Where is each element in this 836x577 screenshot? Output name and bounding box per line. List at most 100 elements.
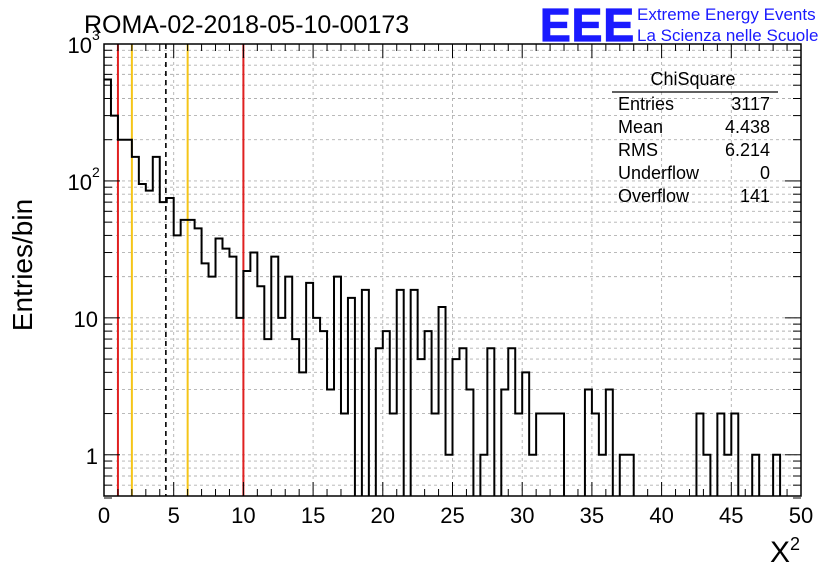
histogram-bin bbox=[181, 220, 188, 496]
y-axis-label: Entries/bin bbox=[7, 199, 38, 331]
stats-label-rms: RMS bbox=[618, 140, 658, 160]
histogram-bin bbox=[439, 307, 446, 496]
histogram-bin bbox=[432, 414, 439, 496]
histogram-series bbox=[104, 78, 782, 496]
histogram-bin bbox=[425, 331, 432, 496]
histogram-bin bbox=[376, 348, 383, 496]
stats-value-entries: 3117 bbox=[731, 94, 770, 114]
histogram-bin bbox=[320, 331, 327, 496]
histogram-bin bbox=[313, 318, 320, 496]
stats-value-underflow: 0 bbox=[760, 163, 770, 183]
histogram-bin bbox=[550, 414, 557, 496]
histogram-bin bbox=[362, 290, 369, 496]
x-tick-label: 25 bbox=[440, 503, 464, 528]
histogram-bin bbox=[696, 414, 703, 496]
eee-logo-line1: Extreme Energy Events bbox=[637, 5, 816, 24]
histogram-bin bbox=[383, 331, 390, 496]
histogram-bin bbox=[111, 116, 118, 496]
x-tick-label: 50 bbox=[789, 503, 813, 528]
histogram-bin bbox=[459, 348, 466, 496]
histogram-bin bbox=[703, 455, 710, 496]
histogram-bin bbox=[139, 184, 146, 496]
histogram-bin bbox=[411, 290, 418, 496]
x-tick-label: 40 bbox=[649, 503, 673, 528]
chart-title: ROMA-02-2018-05-10-00173 bbox=[84, 11, 409, 39]
eee-logo-mark: EEE bbox=[540, 0, 635, 51]
histogram-bin bbox=[271, 257, 278, 496]
histogram-bin bbox=[209, 277, 216, 496]
histogram-bin bbox=[167, 198, 174, 496]
histogram-bin bbox=[153, 157, 160, 496]
histogram-bin bbox=[236, 318, 243, 496]
histogram-bin bbox=[557, 414, 564, 496]
stats-value-overflow: 141 bbox=[740, 186, 770, 206]
histogram-bin bbox=[620, 455, 627, 496]
y-tick-label: 1 bbox=[86, 444, 98, 469]
stats-label-overflow: Overflow bbox=[618, 186, 690, 206]
x-tick-label: 0 bbox=[98, 503, 110, 528]
x-tick-label: 15 bbox=[301, 503, 325, 528]
histogram-bin bbox=[299, 372, 306, 496]
x-tick-label: 35 bbox=[580, 503, 604, 528]
histogram-bin bbox=[243, 271, 250, 496]
histogram-bin bbox=[592, 414, 599, 496]
histogram-bin bbox=[390, 414, 397, 496]
x-tick-label: 10 bbox=[231, 503, 255, 528]
reference-lines bbox=[116, 44, 245, 496]
histogram-bin bbox=[257, 286, 264, 496]
histogram-bin bbox=[222, 249, 229, 496]
y-tick-label-exponent: 2 bbox=[92, 164, 100, 180]
x-tick-label: 30 bbox=[510, 503, 534, 528]
histogram-bin bbox=[724, 455, 731, 496]
histogram-bin bbox=[480, 455, 487, 496]
stats-label-underflow: Underflow bbox=[618, 163, 700, 183]
stats-label-mean: Mean bbox=[618, 117, 663, 137]
histogram-bin bbox=[508, 348, 515, 496]
histogram-bin bbox=[529, 455, 536, 496]
histogram-bin bbox=[278, 318, 285, 496]
histogram-bin bbox=[104, 80, 111, 496]
histogram-bin bbox=[146, 191, 153, 496]
histogram-bin bbox=[606, 389, 613, 496]
histogram-bin bbox=[731, 414, 738, 496]
y-tick-label: 10 bbox=[68, 33, 92, 58]
histogram-bin bbox=[174, 235, 181, 496]
histogram-bin bbox=[522, 372, 529, 496]
histogram-bin bbox=[327, 389, 334, 496]
axis-ticks bbox=[103, 43, 802, 499]
y-tick-label-exponent: 3 bbox=[92, 27, 100, 43]
histogram-bin bbox=[195, 228, 202, 496]
stats-value-mean: 4.438 bbox=[725, 117, 770, 137]
histogram-bin bbox=[418, 359, 425, 496]
histogram-bin bbox=[341, 414, 348, 496]
histogram-bin bbox=[125, 140, 132, 496]
histogram-bin bbox=[264, 339, 271, 496]
histogram-bin bbox=[250, 253, 257, 496]
histogram-bin bbox=[306, 283, 313, 496]
histogram-bin bbox=[466, 389, 473, 496]
histogram-bin bbox=[627, 455, 634, 496]
histogram-bin bbox=[216, 238, 223, 496]
histogram-bin bbox=[334, 277, 341, 496]
y-tick-label: 10 bbox=[68, 170, 92, 195]
histogram-bin bbox=[285, 277, 292, 496]
histogram-bin bbox=[229, 257, 236, 496]
x-tick-label: 45 bbox=[719, 503, 743, 528]
histogram-bin bbox=[536, 414, 543, 496]
histogram-bin bbox=[446, 455, 453, 496]
x-tick-label: 20 bbox=[371, 503, 395, 528]
histogram-bin bbox=[132, 157, 139, 496]
histogram-bin bbox=[188, 220, 195, 496]
histogram-bin bbox=[752, 455, 759, 496]
histogram-bin bbox=[160, 202, 167, 496]
stats-label-entries: Entries bbox=[618, 94, 674, 114]
histogram-bin bbox=[453, 359, 460, 496]
eee-logo: EEE Extreme Energy Events La Scienza nel… bbox=[539, 0, 818, 52]
histogram-bin bbox=[501, 389, 508, 496]
histogram-outline bbox=[104, 78, 782, 496]
histogram-bin bbox=[397, 290, 404, 496]
histogram-bin bbox=[773, 455, 780, 496]
histogram-bin bbox=[515, 414, 522, 496]
